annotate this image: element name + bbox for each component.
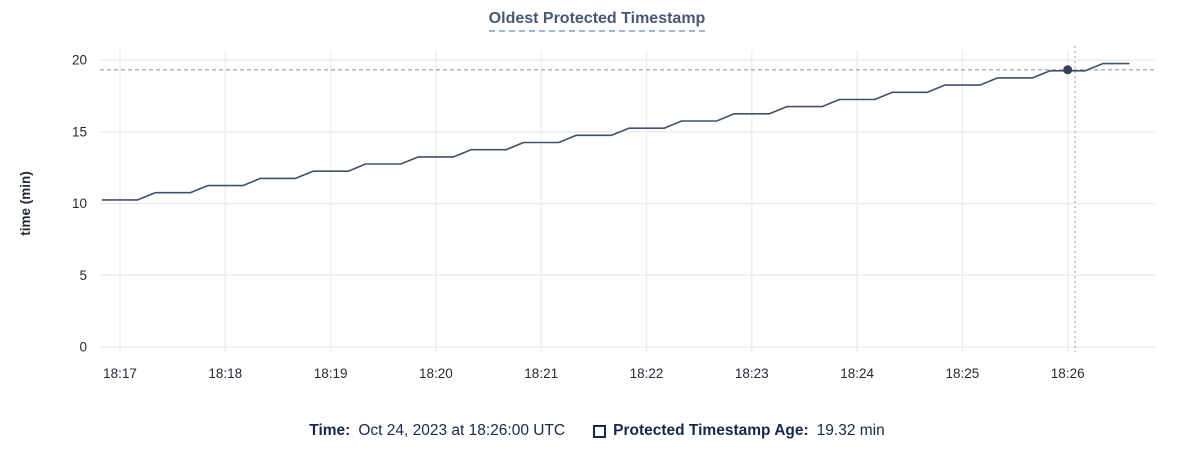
hover-time-group: Time: Oct 24, 2023 at 18:26:00 UTC — [309, 422, 565, 440]
y-tick-label: 15 — [72, 124, 87, 139]
series-value: 19.32 min — [816, 422, 885, 439]
x-tick-label: 18:18 — [208, 366, 242, 381]
chart-plot-area[interactable]: 18:17 18:18 18:19 18:20 18:21 18:22 18:23 18:24… — [0, 0, 1194, 412]
hover-legend: Time: Oct 24, 2023 at 18:26:00 UTC Prote… — [0, 422, 1194, 440]
y-tick-label: 0 — [79, 340, 87, 355]
series-checkbox-icon[interactable] — [593, 424, 607, 438]
chart-title[interactable]: Oldest Protected Timestamp — [488, 10, 706, 32]
series-line — [101, 62, 1130, 201]
time-value: Oct 24, 2023 at 18:26:00 UTC — [358, 422, 566, 439]
hover-series-group: Protected Timestamp Age: 19.32 min — [593, 422, 885, 440]
x-tick-label: 18:23 — [735, 366, 769, 381]
x-tick-label: 18:26 — [1051, 366, 1085, 381]
y-tick-label: 10 — [72, 196, 87, 211]
y-tick-label: 20 — [72, 53, 87, 68]
x-tick-label: 18:17 — [103, 366, 137, 381]
y-axis-label: time (min) — [18, 171, 33, 236]
time-label: Time: — [309, 422, 351, 439]
hover-point-marker — [1063, 65, 1073, 75]
y-tick-label: 5 — [79, 268, 87, 283]
series-label: Protected Timestamp Age: — [613, 422, 809, 439]
x-tick-label: 18:20 — [419, 366, 453, 381]
x-tick-label: 18:19 — [314, 366, 348, 381]
x-tick-label: 18:25 — [946, 366, 980, 381]
x-tick-label: 18:21 — [524, 366, 558, 381]
chart-title-row: Oldest Protected Timestamp — [0, 10, 1194, 32]
x-tick-label: 18:24 — [840, 366, 874, 381]
x-tick-label: 18:22 — [630, 366, 664, 381]
